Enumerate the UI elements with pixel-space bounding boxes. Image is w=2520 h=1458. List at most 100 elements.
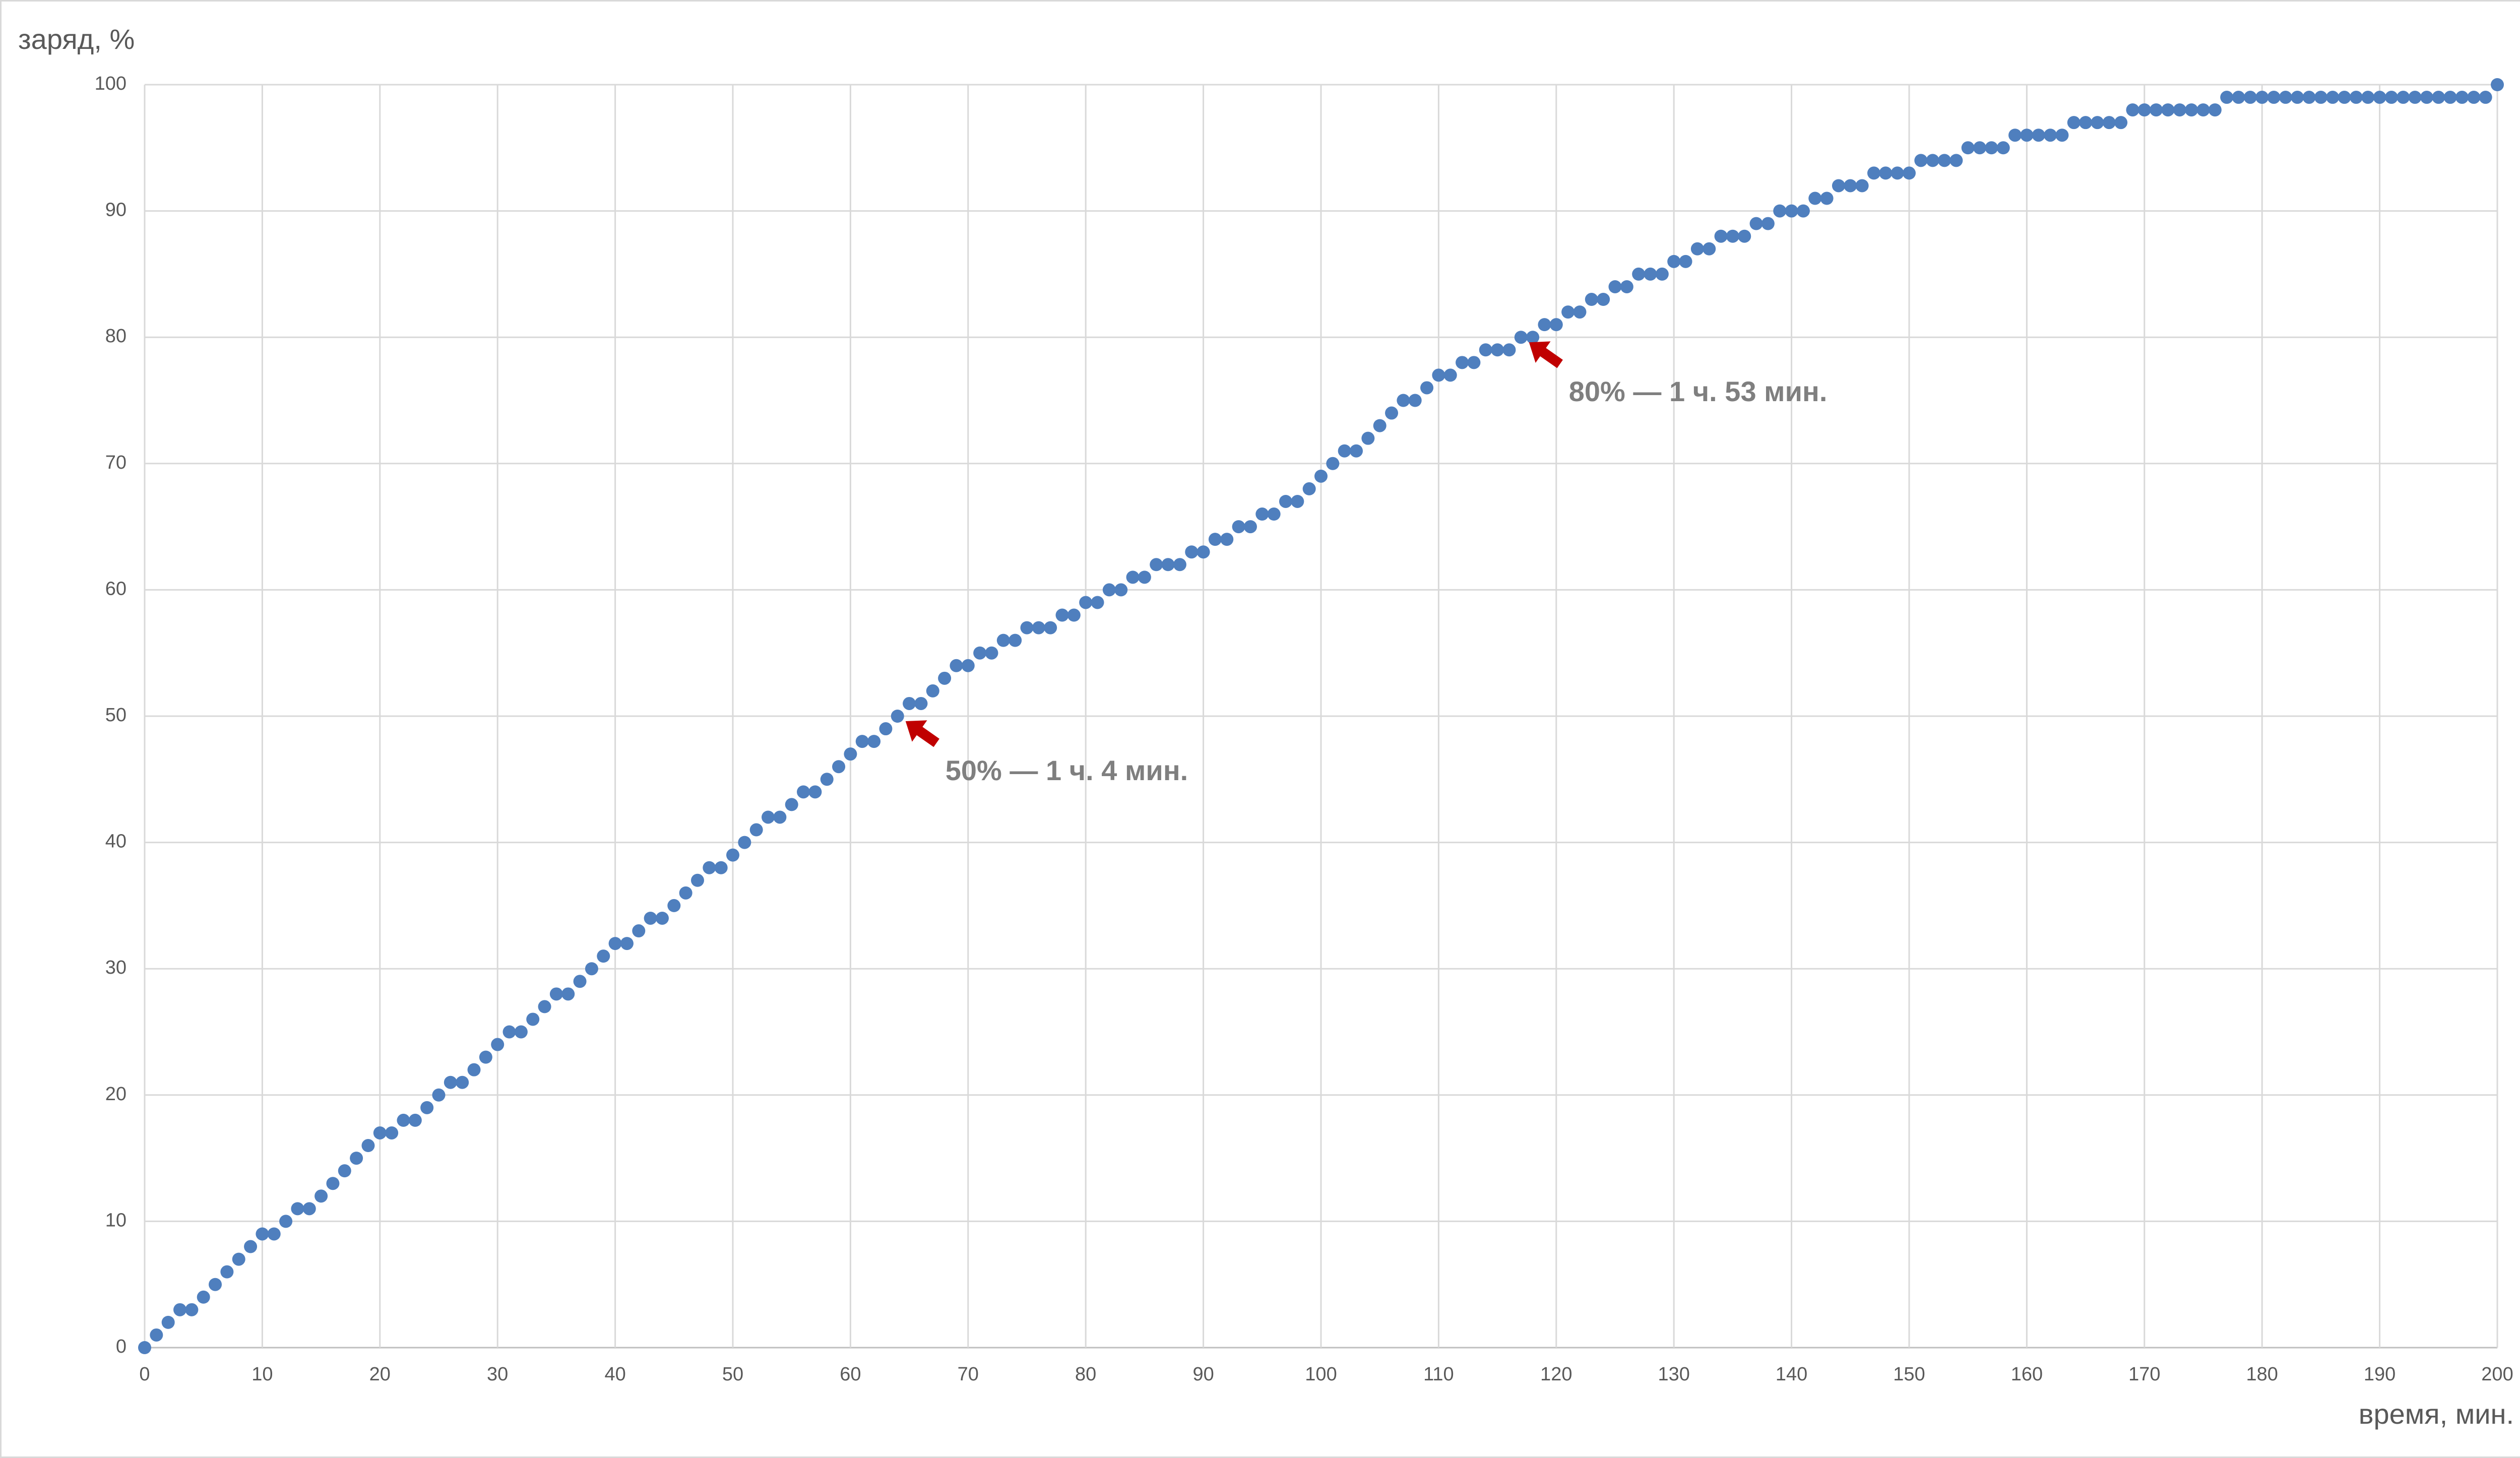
data-point (1350, 444, 1363, 458)
x-tick-label: 200 (2481, 1364, 2513, 1385)
x-tick-label: 170 (2128, 1364, 2160, 1385)
data-point (2397, 91, 2410, 104)
data-point (938, 671, 952, 685)
data-point (1714, 229, 1728, 243)
data-point (2091, 116, 2104, 130)
data-point (2232, 91, 2245, 104)
data-point (679, 886, 692, 900)
data-point (232, 1252, 245, 1266)
data-point (1044, 621, 1057, 635)
data-point (2420, 91, 2433, 104)
data-point (2491, 78, 2504, 91)
data-point (408, 1113, 422, 1127)
data-point (950, 659, 963, 672)
data-point (514, 1025, 528, 1039)
data-point (1126, 570, 1140, 584)
data-point (2408, 91, 2422, 104)
data-point (220, 1265, 234, 1279)
data-point (2196, 103, 2210, 117)
data-point (138, 1341, 151, 1354)
data-point (1397, 394, 1410, 407)
data-point (326, 1177, 340, 1190)
data-point (1891, 166, 1904, 180)
data-point (1903, 166, 1916, 180)
data-point (420, 1101, 434, 1114)
data-point (762, 810, 775, 824)
data-point (1973, 141, 1987, 155)
data-point (1302, 482, 1316, 495)
data-point (456, 1075, 469, 1089)
data-point (1491, 343, 1504, 357)
y-tick-label: 60 (105, 578, 127, 599)
data-point (1185, 545, 1199, 559)
data-point (1420, 381, 1434, 395)
data-point (197, 1290, 210, 1304)
data-point (1326, 457, 1340, 470)
data-point (2455, 91, 2469, 104)
data-point (879, 722, 893, 736)
y-axis-title: заряд, % (18, 23, 135, 55)
x-tick-label: 10 (251, 1364, 273, 1385)
data-point (1055, 608, 1069, 622)
y-tick-label: 50 (105, 705, 127, 726)
data-point (1808, 192, 1822, 205)
x-tick-label: 70 (958, 1364, 979, 1385)
data-point (2055, 129, 2069, 142)
data-point (1761, 217, 1775, 230)
data-point (985, 646, 998, 660)
data-point (1138, 570, 1151, 584)
y-tick-label: 0 (116, 1336, 127, 1357)
data-point (561, 987, 575, 1001)
x-tick-label: 60 (840, 1364, 861, 1385)
data-point (2349, 91, 2363, 104)
data-point (891, 710, 904, 723)
data-point (2443, 91, 2457, 104)
data-point (1667, 255, 1681, 268)
data-point (903, 696, 916, 710)
data-point (1938, 154, 1951, 167)
data-point (2220, 91, 2234, 104)
data-point (2338, 91, 2351, 104)
data-point (161, 1315, 175, 1329)
data-point (1585, 293, 1598, 306)
data-point (714, 861, 728, 874)
data-point (1408, 394, 1422, 407)
data-point (1091, 596, 1104, 609)
x-tick-label: 140 (1776, 1364, 1807, 1385)
x-tick-label: 90 (1192, 1364, 1214, 1385)
annotation-arrow (905, 720, 939, 747)
data-point (2208, 103, 2222, 117)
data-point (1267, 508, 1281, 521)
data-point (585, 962, 598, 976)
data-point (2020, 129, 2034, 142)
data-point (1161, 558, 1175, 572)
data-point (350, 1152, 363, 1165)
data-point (185, 1303, 199, 1316)
data-point (1549, 318, 1563, 332)
data-point (1597, 293, 1610, 306)
data-point (2291, 91, 2304, 104)
x-tick-label: 130 (1658, 1364, 1689, 1385)
data-point (1561, 305, 1575, 319)
data-point (1949, 154, 1963, 167)
data-point (491, 1038, 505, 1051)
data-point (1279, 494, 1292, 508)
data-point (1644, 267, 1657, 281)
data-point (1820, 192, 1834, 205)
data-point (479, 1050, 492, 1064)
data-point (620, 937, 634, 950)
data-point (573, 975, 587, 988)
data-point (2032, 129, 2045, 142)
data-point (2150, 103, 2163, 117)
data-point (467, 1063, 481, 1076)
annotation-arrow (1529, 341, 1563, 368)
data-point (832, 760, 846, 774)
data-point (1690, 242, 1704, 256)
x-tick-label: 0 (139, 1364, 150, 1385)
x-tick-label: 110 (1423, 1364, 1454, 1385)
data-point (996, 633, 1010, 647)
data-point (2114, 116, 2128, 130)
data-point (1726, 229, 1739, 243)
data-point (1879, 166, 1893, 180)
